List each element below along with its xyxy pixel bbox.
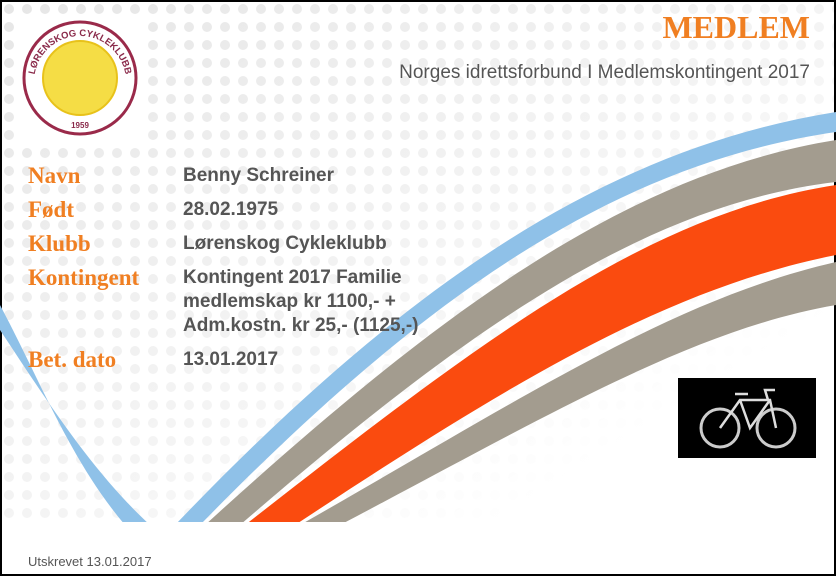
field-value: Kontingent 2017 Familie bbox=[183, 267, 402, 288]
bike-wheel bbox=[699, 407, 741, 449]
bike-image bbox=[678, 378, 816, 458]
field-value: Benny Schreiner bbox=[183, 165, 335, 186]
card-title: MEDLEM bbox=[662, 9, 810, 45]
swoosh-taupe-2 bbox=[300, 262, 836, 525]
bike-frame bbox=[718, 388, 778, 431]
swoosh-orange bbox=[245, 185, 836, 525]
footer-text: Utskrevet 13.01.2017 bbox=[28, 554, 152, 569]
footer-band bbox=[2, 522, 834, 574]
logo-year: 1959 bbox=[71, 121, 89, 130]
field-label: Født bbox=[28, 197, 74, 222]
fields: Navn Benny Schreiner Født 28.02.1975 Klubb Lø… bbox=[28, 163, 418, 372]
field-value: 28.02.1975 bbox=[183, 199, 279, 220]
swoosh-taupe bbox=[205, 140, 836, 525]
card-subtitle: Norges idrettsforbund I Medlemskontingen… bbox=[399, 62, 810, 83]
field-label: Navn bbox=[28, 163, 81, 188]
club-logo: LØRENSKOG CYKLEKLUBB 1959 bbox=[18, 18, 142, 140]
field-value: Lørenskog Cykleklubb bbox=[183, 233, 387, 254]
field-value: medlemskap kr 1100,- + bbox=[183, 291, 396, 312]
logo-wheel bbox=[42, 40, 118, 116]
field-value: Adm.kostn. kr 25,- (1125,-) bbox=[183, 315, 418, 336]
field-label: Klubb bbox=[28, 231, 91, 256]
field-value: 13.01.2017 bbox=[183, 349, 278, 370]
bike-wheel bbox=[755, 407, 797, 449]
field-label: Kontingent bbox=[28, 265, 140, 290]
field-label: Bet. dato bbox=[28, 347, 116, 372]
